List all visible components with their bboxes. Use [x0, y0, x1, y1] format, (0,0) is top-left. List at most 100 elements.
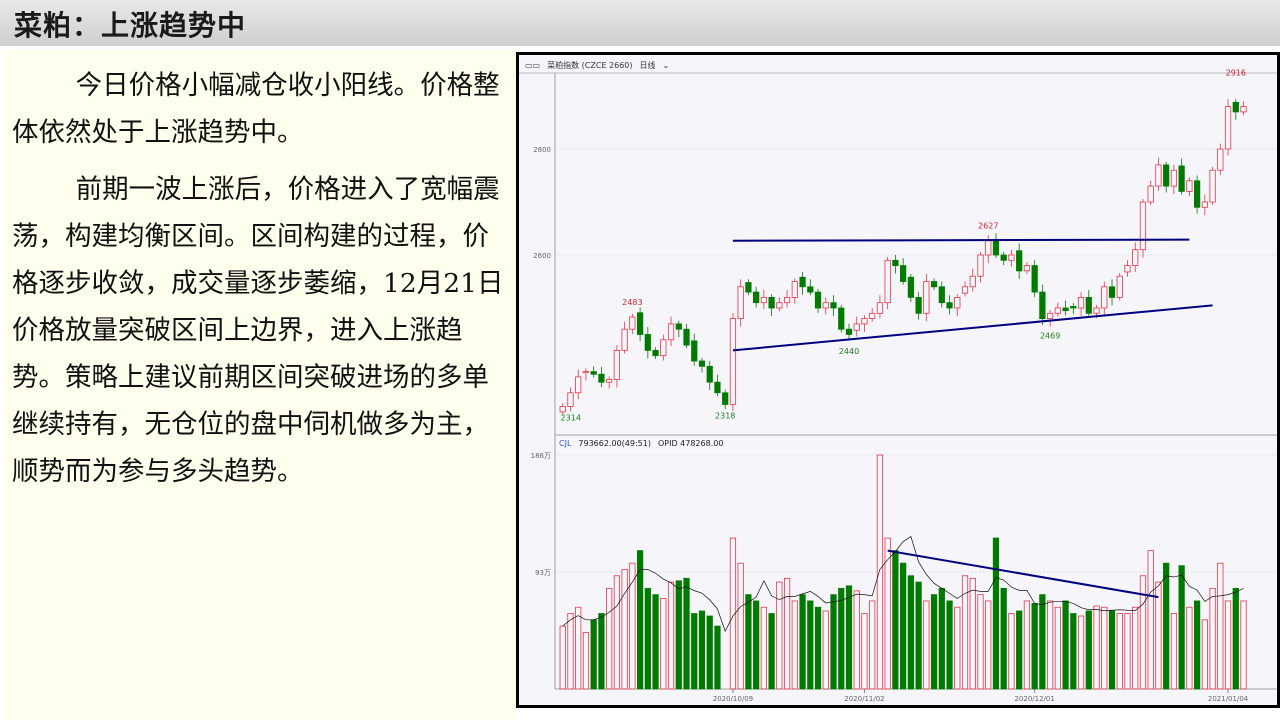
volume-bar [644, 587, 651, 690]
volume-bar [1124, 613, 1131, 690]
date-tick-label: 2020/12/01 [1014, 695, 1054, 703]
volume-bar [1031, 603, 1038, 690]
volume-bar [1116, 613, 1123, 690]
candle-up [923, 281, 930, 314]
candle-up [1054, 307, 1061, 314]
volume-bar [613, 575, 620, 690]
candle-down [675, 323, 682, 330]
chevron-down-icon[interactable]: ⌄ [663, 61, 670, 70]
candle-down [768, 296, 775, 309]
price-tick-label: 2600 [533, 252, 551, 260]
date-tick-label: 2020/11/02 [844, 695, 884, 703]
candle-up [822, 302, 829, 309]
volume-bar [961, 575, 969, 690]
candle-up [969, 275, 976, 288]
candle-up [1186, 180, 1193, 192]
volume-bar [822, 610, 829, 690]
volume-bar [900, 562, 907, 690]
candle-down [691, 340, 698, 362]
volume-bar [1224, 600, 1232, 690]
candle-up [861, 318, 868, 325]
volume-bar [714, 625, 721, 690]
volume-bar [760, 606, 767, 690]
volume-bar [1085, 610, 1092, 690]
volume-trendline [887, 549, 1159, 599]
candle-down [814, 291, 822, 309]
volume-bar [1170, 613, 1178, 690]
volume-bar [1232, 587, 1239, 690]
candle-up [954, 296, 961, 309]
candle-down [745, 282, 752, 293]
candle-down [830, 302, 837, 309]
candle-down [1031, 265, 1038, 293]
candle-up [1155, 164, 1162, 187]
indicator-dropdown[interactable]: CJL [559, 439, 572, 448]
candle-down [1232, 101, 1239, 113]
volume-bar [675, 580, 682, 690]
candle-down [1163, 164, 1170, 187]
candle-down [838, 307, 845, 330]
symbol-label: 菜粕指数 (CZCE 2660) [547, 60, 632, 70]
candle-down [907, 276, 914, 298]
candle-down [652, 349, 659, 357]
candle-up [1047, 312, 1054, 319]
candle-down [1178, 165, 1185, 192]
candle-down [900, 265, 907, 282]
candle-up [660, 339, 667, 357]
volume-bar [1047, 600, 1054, 690]
volume-bar [776, 581, 783, 690]
volume-bar [807, 600, 814, 690]
candle-down [1085, 296, 1092, 314]
candle-up [1116, 275, 1123, 298]
candle-down [930, 281, 938, 288]
candle-down [706, 365, 713, 383]
volume-bar [753, 600, 760, 690]
candle-down [1070, 306, 1077, 309]
volume-bar [1139, 575, 1147, 690]
volume-bar [1209, 587, 1216, 690]
candle-up [783, 296, 791, 304]
volume-bar [954, 606, 961, 690]
volume-bar [1155, 581, 1162, 690]
volume-bar [838, 587, 845, 690]
opid-readout: OPID 478268.00 [658, 439, 723, 448]
volume-bar [1163, 562, 1170, 690]
candle-up [1077, 296, 1085, 309]
candle-up [567, 392, 574, 407]
price-annotation: 2916 [1226, 69, 1246, 78]
volume-bar [567, 613, 574, 690]
candle-up [1209, 169, 1216, 203]
candle-down [1000, 254, 1007, 261]
volume-bar [1093, 605, 1100, 690]
price-annotation: 2469 [1040, 331, 1060, 340]
candle-up [1093, 307, 1100, 314]
volume-bar [1008, 613, 1015, 690]
volume-bar [915, 581, 922, 690]
volume-bar [1132, 606, 1139, 690]
volume-bar [745, 594, 752, 690]
candle-down [683, 328, 690, 346]
candle-up [575, 376, 582, 394]
candle-up [606, 379, 613, 383]
volume-bar [1016, 610, 1023, 690]
candle-up [876, 302, 884, 314]
candle-up [1023, 265, 1031, 272]
volume-bar [1178, 565, 1185, 690]
chain-icon: ▭▭ [525, 61, 540, 70]
chart-svg: ▭▭ 菜粕指数 (CZCE 2660) 日线 ⌄ CJL 793662.00(4… [519, 60, 1277, 703]
candle-up [1101, 286, 1108, 309]
candle-down [1108, 286, 1116, 298]
volume-bar [892, 550, 899, 690]
commentary-panel: 今日价格小幅减仓收小阳线。价格整体依然处于上涨趋势中。 前期一波上涨后，价格进入… [4, 50, 516, 710]
volume-bar [845, 585, 853, 690]
period-dropdown[interactable]: 日线 [640, 60, 656, 70]
candle-up [729, 318, 737, 405]
candle-up [869, 312, 876, 319]
candle-down [698, 360, 706, 367]
candle-down [915, 296, 922, 314]
candle-up [884, 259, 891, 304]
volume-bar [1077, 615, 1085, 690]
chart-header: ▭▭ 菜粕指数 (CZCE 2660) 日线 ⌄ [519, 60, 1277, 74]
candle-down [636, 312, 644, 335]
volume-bar [1201, 619, 1208, 690]
